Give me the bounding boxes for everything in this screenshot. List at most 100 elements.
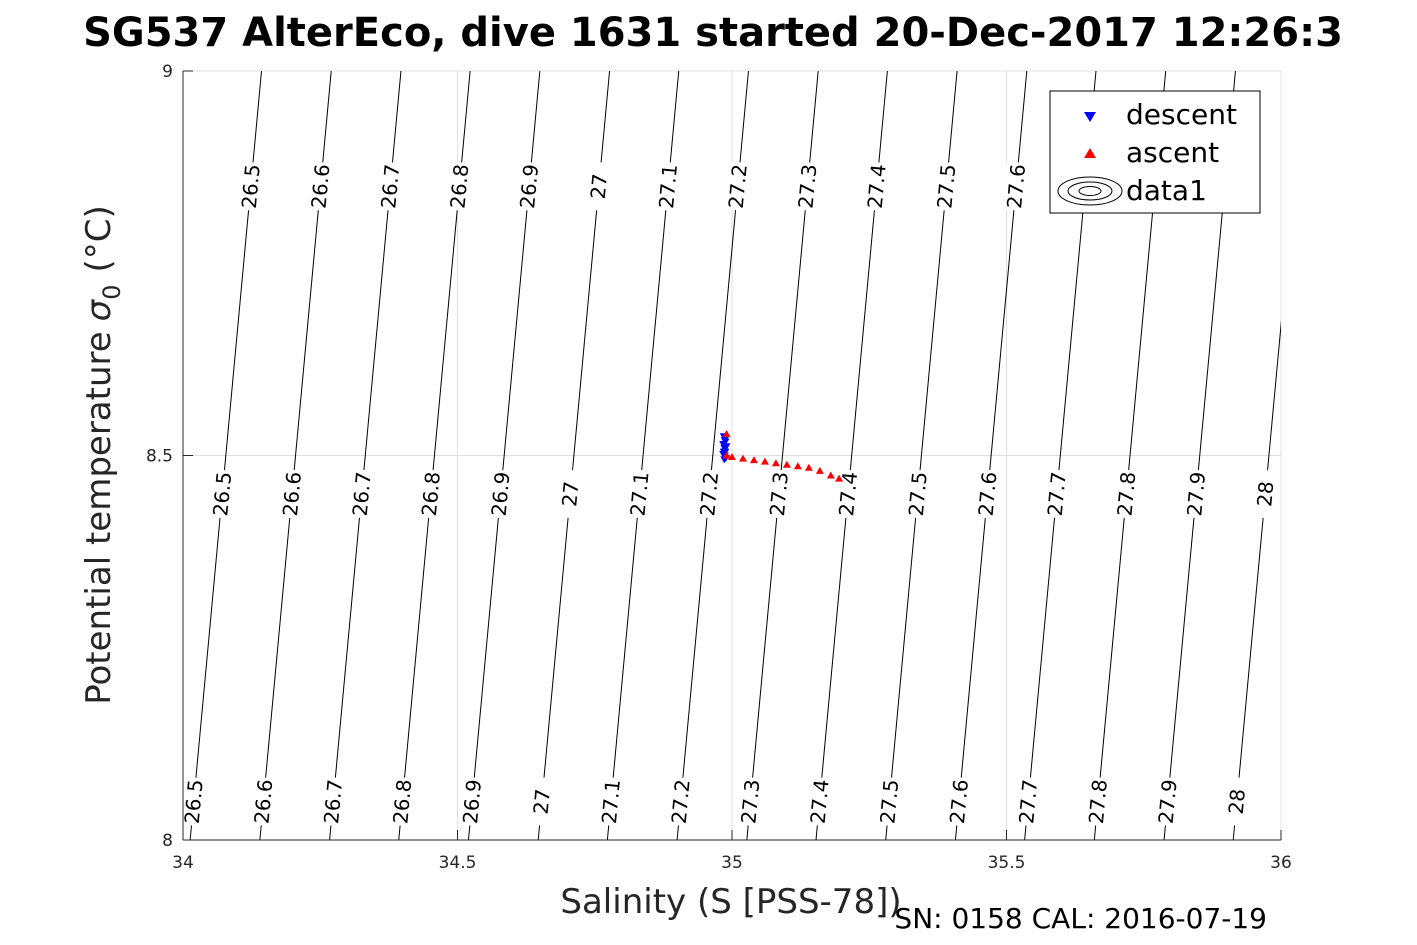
y-axis-ticks: 88.59 <box>146 62 193 851</box>
contour-label: 26.9 <box>458 778 486 825</box>
contour-label: 27.5 <box>932 163 960 210</box>
contour-label-mask <box>277 468 307 519</box>
contour-label: 27 <box>557 480 583 508</box>
contour-label-mask <box>388 776 417 827</box>
contour-label: 26.7 <box>348 471 376 518</box>
contour-label-mask <box>1251 468 1280 519</box>
y-axis-label-unit: (°C) <box>79 205 119 272</box>
ascent-point <box>738 454 747 462</box>
contour-label-mask <box>653 161 683 212</box>
contour-label: 27.4 <box>806 778 834 825</box>
legend-ascent-marker <box>1084 148 1096 158</box>
contour-label-mask <box>514 161 544 212</box>
contour-label-mask <box>249 776 278 827</box>
density-contour-labels: 26.5 26.5 26.5 26.6 26.6 26.6 26.7 26.7 26.7 26.8… <box>179 161 1280 827</box>
contour-label: 26.5 <box>180 778 208 825</box>
legend-ascent-label: ascent <box>1126 136 1219 169</box>
contour-label: 27.7 <box>1014 778 1042 825</box>
legend: descent ascent data1 <box>1049 90 1261 214</box>
contour-label-mask <box>318 776 348 827</box>
ascent-point <box>804 463 813 471</box>
x-tick-label: 36 <box>1270 853 1292 873</box>
contour-label: 27.9 <box>1182 471 1210 518</box>
contour-label: 27.5 <box>875 778 903 825</box>
contour-label-mask <box>944 776 974 827</box>
contour-label-mask <box>208 468 237 519</box>
contour-label-mask <box>1042 468 1071 519</box>
contour-label-mask <box>723 161 752 212</box>
contour-label: 27.4 <box>863 163 891 210</box>
contour-label-mask <box>666 776 695 827</box>
contour-label: 26.7 <box>319 778 347 825</box>
contour-label-mask <box>306 161 335 212</box>
y-axis-label-main: Potential temperature <box>79 331 119 704</box>
contour-label-mask <box>236 161 265 212</box>
contour-label-mask <box>875 776 904 827</box>
contour-label-mask <box>445 161 474 212</box>
contour-label: 27.2 <box>695 471 723 518</box>
contour-label-mask <box>486 468 515 519</box>
contour-label-mask <box>903 468 933 519</box>
y-axis-label-sigma: σ <box>79 298 119 321</box>
contour-label: 26.9 <box>515 163 543 210</box>
ascent-point <box>815 466 824 474</box>
contour-label: 26.6 <box>278 471 306 518</box>
ascent-point <box>782 460 791 468</box>
legend-descent-label: descent <box>1126 98 1237 131</box>
contour-label: 27.1 <box>625 471 653 518</box>
contour-label: 27.5 <box>904 471 932 518</box>
y-tick-label: 8.5 <box>146 447 173 467</box>
data-points <box>719 429 844 482</box>
contour-label: 27.9 <box>1154 778 1182 825</box>
contour-label: 27.7 <box>1043 471 1071 518</box>
x-tick-label: 35.5 <box>988 853 1026 873</box>
contour-label-mask <box>1083 776 1113 827</box>
contour-label: 26.8 <box>445 163 473 210</box>
contour-label-mask <box>1222 776 1251 827</box>
ascent-point <box>826 471 835 479</box>
contour-label: 26.6 <box>307 163 335 210</box>
contour-label: 26.5 <box>208 471 236 518</box>
ascent-point <box>793 462 802 470</box>
contour-label-mask <box>736 776 765 827</box>
contour-label-mask <box>1182 468 1211 519</box>
x-axis-ticks: 34 34.5 35 35.5 36 <box>172 830 1292 873</box>
contour-label-mask <box>793 161 822 212</box>
contour-label-mask <box>625 468 654 519</box>
serial-calibration-footer: SN: 0158 CAL: 2016-07-19 <box>894 902 1267 935</box>
contour-label: 27.1 <box>597 778 625 825</box>
contour-label: 27.8 <box>1084 778 1112 825</box>
descent-point <box>722 443 731 451</box>
contour-label: 26.6 <box>249 778 277 825</box>
contour-label: 27 <box>529 788 555 816</box>
contour-label-mask <box>862 161 891 212</box>
descent-point <box>719 450 728 458</box>
contour-label-mask <box>527 776 556 827</box>
contour-label: 27.2 <box>724 163 752 210</box>
contour-label-mask <box>764 468 794 519</box>
contour-label-mask <box>932 161 961 212</box>
y-tick-label: 9 <box>162 62 173 82</box>
contour-label: 27.6 <box>945 778 973 825</box>
contour-label-mask <box>179 776 208 827</box>
ascent-point <box>760 457 769 465</box>
contour-label: 27.3 <box>793 163 821 210</box>
legend-data1-label: data1 <box>1126 174 1207 207</box>
legend-descent-marker <box>1084 112 1096 122</box>
x-tick-label: 34 <box>172 853 194 873</box>
contour-label-mask <box>1153 776 1182 827</box>
legend-data1-contour-icon <box>1057 176 1123 206</box>
x-axis-label: Salinity (S [PSS-78]) <box>560 882 901 922</box>
contour-label: 28 <box>1252 480 1278 508</box>
isopycnal-28 <box>1232 319 1281 840</box>
contour-label: 27.2 <box>667 778 695 825</box>
ascent-point <box>835 474 844 482</box>
contour-label: 27.3 <box>736 778 764 825</box>
contour-label-mask <box>376 161 405 212</box>
contour-label: 26.8 <box>417 471 445 518</box>
y-axis-label: Potential temperature σ0 (°C) <box>79 205 126 705</box>
contour-label: 27.1 <box>654 163 682 210</box>
contour-label-mask <box>973 468 1002 519</box>
legend-box <box>1049 90 1261 214</box>
ascent-point <box>749 456 758 464</box>
